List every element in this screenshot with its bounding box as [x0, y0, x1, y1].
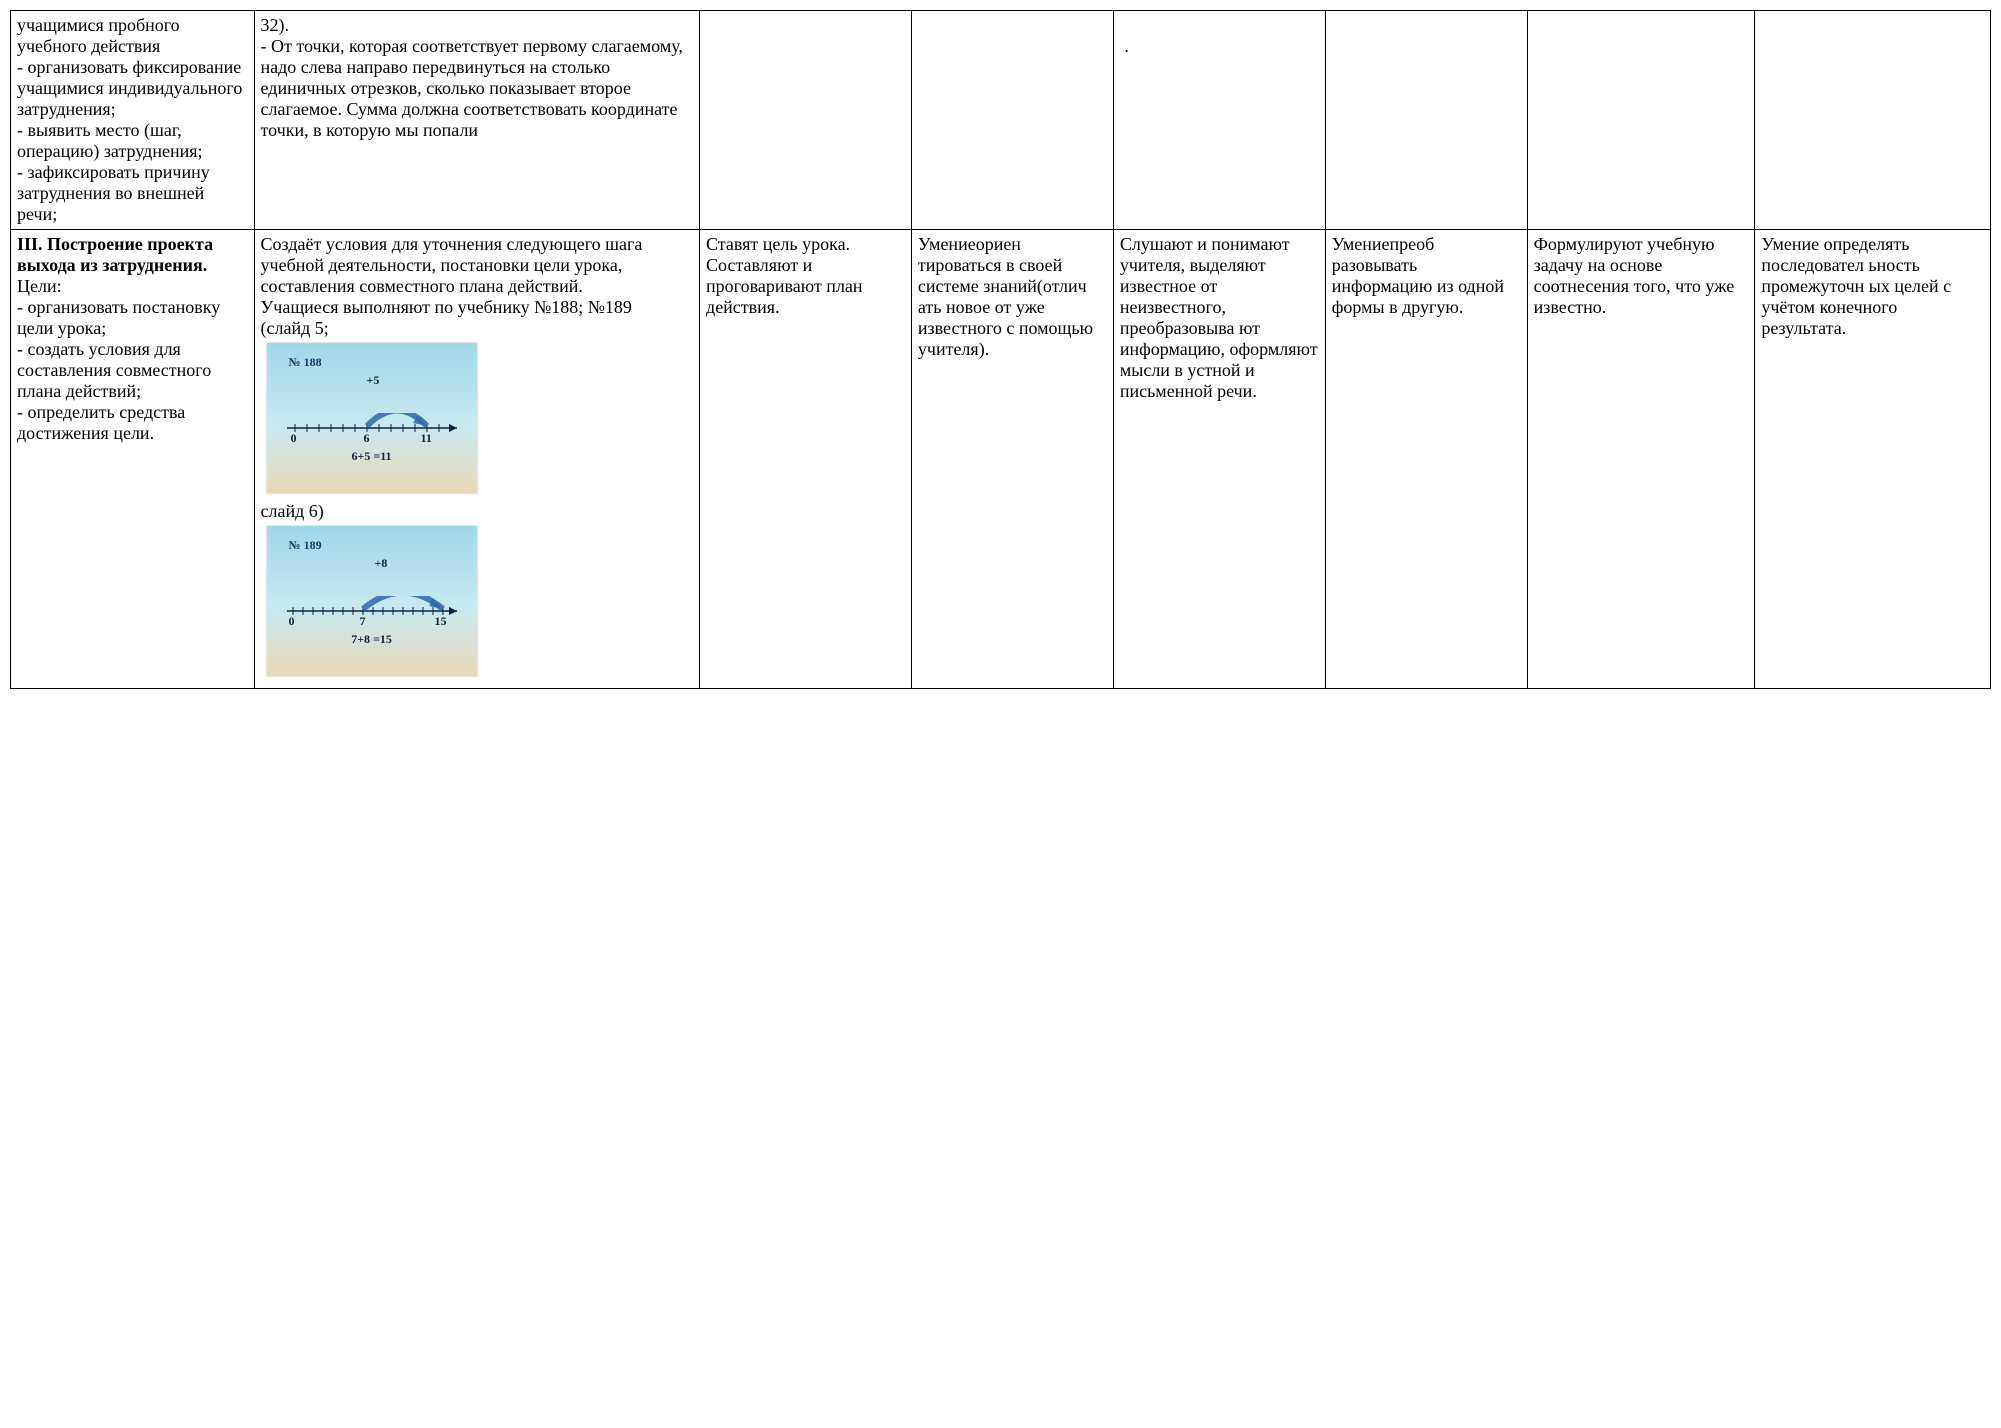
cell: Умение определять последовател ьность пр… — [1755, 230, 1991, 689]
arc-plus-label: +8 — [375, 556, 388, 571]
tick-label: 0 — [289, 614, 295, 629]
tick-label: 0 — [291, 431, 297, 446]
equation-label: 7+8 =15 — [267, 632, 477, 647]
cell — [911, 11, 1113, 230]
text: Умениепреоб разовывать информацию из одн… — [1332, 234, 1504, 317]
slide-188: № 188 +5 — [267, 343, 477, 493]
tick-label: 11 — [421, 431, 432, 446]
cell — [1325, 11, 1527, 230]
cell — [1527, 11, 1755, 230]
cell: Слушают и понимают учителя, выделяют изв… — [1113, 230, 1325, 689]
text: слайд 6) — [261, 501, 324, 521]
cell-stage-goals: III. Построение проекта выхода из затруд… — [11, 230, 255, 689]
slide-189: № 189 +8 — [267, 526, 477, 676]
equation-label: 6+5 =11 — [267, 449, 477, 464]
text: Цели: - организовать постановку цели уро… — [17, 276, 220, 443]
tick-label: 6 — [364, 431, 370, 446]
text: учащимися пробного учебного действия - о… — [17, 15, 242, 224]
cell-stage-goals: учащимися пробного учебного действия - о… — [11, 11, 255, 230]
cell-teacher-activity: 32). - От точки, которая соответствует п… — [254, 11, 700, 230]
cell-teacher-activity: Создаёт условия для уточнения следующего… — [254, 230, 700, 689]
cell: Формулируют учебную задачу на основе соо… — [1527, 230, 1755, 689]
cell: Умениепреоб разовывать информацию из одн… — [1325, 230, 1527, 689]
table-row: учащимися пробного учебного действия - о… — [11, 11, 1991, 230]
text: Умениеориен тироваться в своей системе з… — [918, 234, 1093, 359]
text: Формулируют учебную задачу на основе соо… — [1534, 234, 1735, 317]
arc-plus-label: +5 — [367, 373, 380, 388]
table-row: III. Построение проекта выхода из затруд… — [11, 230, 1991, 689]
tick-label: 7 — [360, 614, 366, 629]
text: 32). - От точки, которая соответствует п… — [261, 15, 683, 140]
cell: Ставят цель урока. Составляют и проговар… — [700, 230, 912, 689]
text: Умение определять последовател ьность пр… — [1761, 234, 1951, 338]
slide-label: № 189 — [289, 538, 322, 553]
cell — [700, 11, 912, 230]
cell: . — [1113, 11, 1325, 230]
text: Создаёт условия для уточнения следующего… — [261, 234, 643, 317]
text: Слушают и понимают учителя, выделяют изв… — [1120, 234, 1318, 401]
text: (слайд 5; — [261, 318, 329, 338]
slide-label: № 188 — [289, 355, 322, 370]
cell — [1755, 11, 1991, 230]
text: Ставят цель урока. Составляют и проговар… — [706, 234, 863, 317]
tick-label: 15 — [435, 614, 447, 629]
cell: Умениеориен тироваться в своей системе з… — [911, 230, 1113, 689]
lesson-plan-table: учащимися пробного учебного действия - о… — [10, 10, 1991, 689]
stage-heading: III. Построение проекта выхода из затруд… — [17, 234, 213, 275]
